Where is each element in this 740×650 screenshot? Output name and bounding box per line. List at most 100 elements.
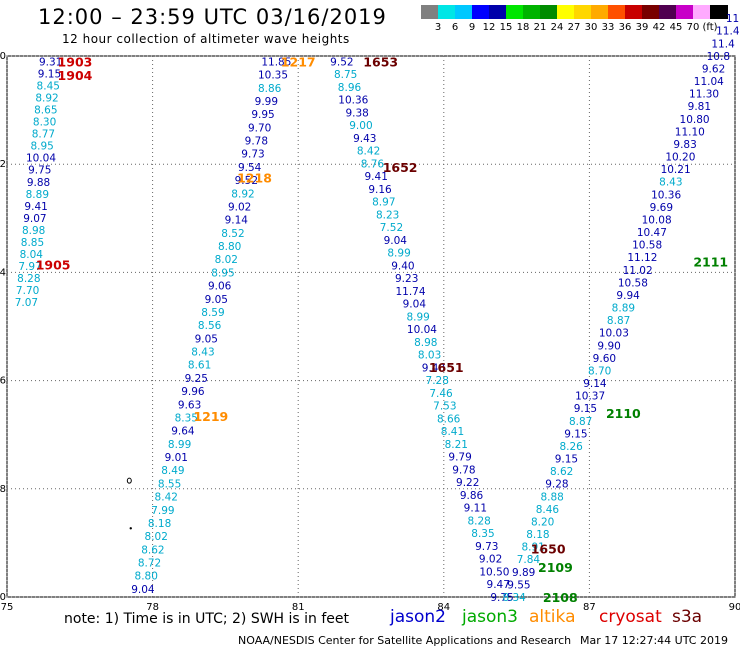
colorbar-label: 21 — [533, 22, 547, 33]
wave-height-value: 11.85 — [261, 56, 291, 68]
wave-height-value: 9.81 — [688, 101, 711, 113]
wave-height-value: 8.23 — [376, 209, 399, 221]
wave-height-value: 8.87 — [569, 416, 592, 428]
wave-height-value: 8.97 — [372, 197, 395, 209]
wave-height-value: 9.95 — [251, 109, 274, 121]
wave-height-value: 8.35 — [175, 412, 198, 424]
footer-note: note: 1) Time is in UTC; 2) SWH is in fe… — [64, 611, 350, 627]
wave-height-value: 9.83 — [673, 139, 696, 151]
wave-height-value: 8.34 — [502, 592, 526, 604]
colorbar-label: 70 — [686, 22, 700, 33]
wave-height-value: 8.89 — [612, 303, 635, 315]
wave-height-value: 9.04 — [403, 299, 427, 311]
colorbar-swatch — [421, 5, 439, 19]
wave-height-value: 8.92 — [231, 188, 254, 200]
wave-height-value: 9.02 — [479, 554, 502, 566]
mission-label-jason3: jason3 — [462, 607, 518, 627]
wave-height-value: 8.46 — [536, 504, 560, 516]
wave-height-value: 8.76 — [361, 158, 385, 170]
colorbar-swatch — [489, 5, 507, 19]
wave-height-value: 11.4 — [711, 38, 735, 50]
wave-height-value: 9.15 — [574, 403, 597, 415]
colorbar-swatch — [642, 5, 660, 19]
wave-height-value: 8.59 — [201, 307, 224, 319]
colorbar-swatch — [523, 5, 541, 19]
wave-height-value: 10.35 — [258, 70, 288, 82]
wave-height-value: 9.63 — [178, 399, 201, 411]
wave-height-value: 8.75 — [334, 69, 357, 81]
pass-time-label: 2108 — [543, 590, 578, 605]
colorbar-swatch — [438, 5, 456, 19]
wave-height-value: 11 — [726, 13, 739, 25]
colorbar-label: 45 — [669, 22, 683, 33]
wave-height-value: 8.88 — [540, 491, 563, 503]
wave-height-value: 8.91 — [521, 542, 544, 554]
colorbar-label: 39 — [635, 22, 649, 33]
tick-label-lon: 90 — [729, 602, 740, 613]
tick-label-lon: 75 — [1, 602, 14, 613]
wave-height-value: 10.8 — [707, 51, 730, 63]
wave-height-value: 10.04 — [407, 324, 437, 336]
tick-label-lat: -38 — [0, 484, 6, 495]
colorbar-swatch — [455, 5, 473, 19]
wave-height-value: 8.77 — [32, 129, 55, 141]
wave-height-value: 9.52 — [330, 56, 353, 68]
colorbar-swatch — [676, 5, 694, 19]
wave-height-value: 9.15 — [555, 454, 578, 466]
pass-time-label: 1217 — [281, 54, 316, 69]
wave-height-value: 7.84 — [517, 554, 541, 566]
wave-height-value: 9.07 — [23, 213, 46, 225]
wave-height-value: 9.64 — [171, 426, 195, 438]
wave-height-value: 8.95 — [30, 141, 53, 153]
wave-height-value: 8.80 — [218, 241, 241, 253]
wave-height-value: 8.70 — [588, 365, 611, 377]
wave-height-value: 8.62 — [550, 466, 573, 478]
wave-height-value: 10.36 — [651, 189, 681, 201]
wave-height-value: 8.28 — [467, 515, 490, 527]
wave-height-value: 7.07 — [15, 297, 38, 309]
tick-label-lat: -40 — [0, 592, 6, 603]
wave-height-value: 7.70 — [16, 285, 39, 297]
page-title: 12:00 – 23:59 UTC 03/16/2019 — [38, 5, 387, 29]
pass-time-label: 1903 — [58, 54, 93, 69]
wave-height-value: 8.18 — [526, 529, 549, 541]
tick-label-lon: 78 — [146, 602, 159, 613]
pass-time-label: 1651 — [429, 360, 464, 375]
wave-height-value: 7.53 — [433, 401, 456, 413]
wave-height-value: 9.99 — [255, 96, 278, 108]
wave-height-value: 9.60 — [593, 353, 616, 365]
pass-time-label: 2109 — [538, 560, 573, 575]
wave-height-value: 11.10 — [675, 126, 705, 138]
colorbar-swatch — [693, 5, 711, 19]
wave-height-value: 8.89 — [26, 189, 49, 201]
generated-timestamp: Mar 17 12:27:44 UTC 2019 — [580, 634, 728, 647]
island-marker — [126, 477, 132, 484]
wave-height-value: 8.56 — [198, 320, 222, 332]
wave-height-value: 7.99 — [151, 505, 174, 517]
colorbar-label: 30 — [584, 22, 598, 33]
colorbar-swatch — [710, 5, 728, 19]
wave-height-value: 7.97 — [18, 261, 41, 273]
wave-height-value: 11.30 — [689, 89, 719, 101]
colorbar-swatch — [659, 5, 677, 19]
wave-height-value: 10.36 — [338, 95, 368, 107]
wave-height-value: 10.37 — [575, 391, 605, 403]
wave-height-value: 11.4 — [716, 26, 740, 38]
wave-height-value: 9.43 — [353, 133, 376, 145]
wave-height-value: 9.90 — [597, 340, 620, 352]
colorbar-swatch — [506, 5, 524, 19]
wave-height-value: 9.25 — [185, 373, 208, 385]
wave-height-value: 9.41 — [365, 171, 388, 183]
wave-height-value: 7.28 — [426, 375, 449, 387]
island-marker — [129, 527, 132, 530]
wave-height-value: 8.86 — [258, 83, 282, 95]
wave-height-value: 9.22 — [456, 477, 479, 489]
wave-height-value: 10.04 — [26, 153, 56, 165]
wave-height-value: 10.20 — [665, 152, 695, 164]
colorbar-label: 33 — [601, 22, 615, 33]
wave-height-value: 7.46 — [429, 388, 453, 400]
wave-height-value: 9.69 — [650, 202, 673, 214]
wave-height-value: 8.02 — [215, 254, 238, 266]
credit-line: NOAA/NESDIS Center for Satellite Applica… — [238, 634, 572, 647]
